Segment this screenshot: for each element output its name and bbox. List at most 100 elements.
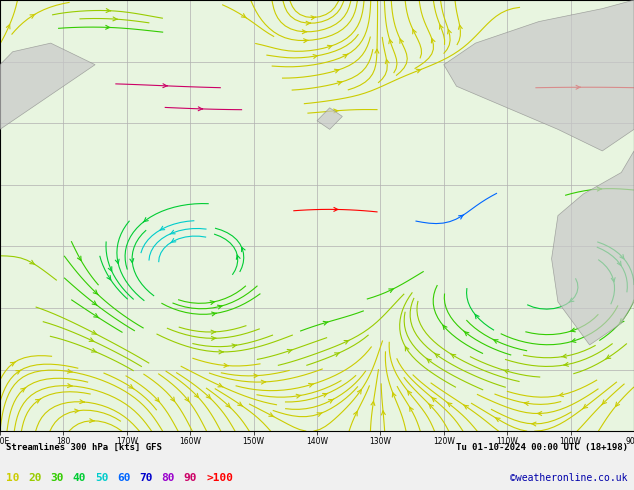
FancyArrowPatch shape [313, 54, 318, 58]
FancyArrowPatch shape [431, 397, 436, 402]
FancyArrowPatch shape [431, 39, 435, 43]
FancyArrowPatch shape [611, 278, 615, 282]
FancyArrowPatch shape [583, 404, 588, 409]
FancyArrowPatch shape [434, 353, 439, 358]
Text: 90: 90 [184, 473, 197, 483]
FancyArrowPatch shape [218, 383, 223, 387]
FancyArrowPatch shape [375, 49, 379, 53]
Text: 20: 20 [29, 473, 42, 483]
FancyArrowPatch shape [129, 385, 134, 389]
FancyArrowPatch shape [385, 59, 389, 64]
Text: 80: 80 [162, 473, 175, 483]
FancyArrowPatch shape [16, 370, 21, 374]
FancyArrowPatch shape [410, 407, 413, 412]
FancyArrowPatch shape [226, 403, 231, 408]
FancyArrowPatch shape [6, 24, 10, 29]
FancyArrowPatch shape [113, 17, 117, 21]
FancyArrowPatch shape [261, 380, 266, 384]
Text: >100: >100 [206, 473, 233, 483]
FancyArrowPatch shape [304, 39, 308, 43]
Polygon shape [317, 108, 342, 129]
FancyArrowPatch shape [571, 339, 576, 343]
FancyArrowPatch shape [443, 325, 447, 330]
FancyArrowPatch shape [171, 239, 176, 243]
FancyArrowPatch shape [269, 413, 274, 417]
FancyArrowPatch shape [170, 230, 175, 234]
FancyArrowPatch shape [344, 340, 349, 344]
FancyArrowPatch shape [439, 25, 443, 29]
Text: 10: 10 [6, 473, 20, 483]
FancyArrowPatch shape [620, 254, 624, 259]
FancyArrowPatch shape [458, 215, 463, 219]
FancyArrowPatch shape [328, 399, 333, 403]
FancyArrowPatch shape [160, 226, 165, 230]
FancyArrowPatch shape [115, 259, 119, 264]
FancyArrowPatch shape [327, 45, 332, 49]
FancyArrowPatch shape [416, 69, 422, 73]
FancyArrowPatch shape [475, 315, 479, 319]
FancyArrowPatch shape [576, 85, 581, 89]
FancyArrowPatch shape [354, 412, 357, 416]
FancyArrowPatch shape [323, 393, 328, 397]
FancyArrowPatch shape [242, 247, 245, 252]
FancyArrowPatch shape [163, 84, 167, 88]
FancyArrowPatch shape [524, 402, 529, 406]
Text: Tu 01-10-2024 00:00 UTC (18+198): Tu 01-10-2024 00:00 UTC (18+198) [456, 443, 628, 452]
FancyArrowPatch shape [107, 275, 111, 280]
FancyArrowPatch shape [343, 54, 348, 58]
FancyArrowPatch shape [155, 397, 159, 402]
FancyArrowPatch shape [94, 314, 99, 318]
FancyArrowPatch shape [232, 344, 236, 348]
FancyArrowPatch shape [448, 29, 451, 34]
FancyArrowPatch shape [358, 390, 361, 394]
FancyArrowPatch shape [80, 400, 84, 404]
FancyArrowPatch shape [503, 369, 508, 373]
FancyArrowPatch shape [337, 81, 342, 85]
FancyArrowPatch shape [323, 321, 328, 325]
FancyArrowPatch shape [185, 397, 189, 401]
FancyArrowPatch shape [171, 397, 174, 401]
FancyArrowPatch shape [212, 337, 216, 341]
FancyArrowPatch shape [36, 399, 41, 403]
FancyArrowPatch shape [108, 267, 112, 271]
FancyArrowPatch shape [242, 14, 247, 18]
FancyArrowPatch shape [531, 422, 536, 426]
FancyArrowPatch shape [559, 393, 564, 396]
FancyArrowPatch shape [254, 374, 259, 378]
FancyArrowPatch shape [537, 412, 541, 416]
Polygon shape [552, 151, 634, 345]
Text: 30: 30 [51, 473, 64, 483]
FancyArrowPatch shape [106, 9, 111, 12]
FancyArrowPatch shape [238, 402, 243, 406]
Text: 50: 50 [95, 473, 108, 483]
Text: 40: 40 [73, 473, 86, 483]
FancyArrowPatch shape [426, 358, 431, 363]
FancyArrowPatch shape [334, 207, 339, 211]
FancyArrowPatch shape [30, 260, 35, 265]
FancyArrowPatch shape [392, 393, 396, 397]
FancyArrowPatch shape [92, 331, 97, 335]
FancyArrowPatch shape [306, 21, 311, 25]
FancyArrowPatch shape [451, 354, 456, 358]
FancyArrowPatch shape [67, 369, 72, 373]
FancyArrowPatch shape [210, 301, 215, 304]
FancyArrowPatch shape [219, 350, 223, 354]
FancyArrowPatch shape [309, 383, 314, 387]
FancyArrowPatch shape [67, 384, 72, 388]
Text: ©weatheronline.co.uk: ©weatheronline.co.uk [510, 473, 628, 483]
FancyArrowPatch shape [317, 413, 322, 416]
FancyArrowPatch shape [400, 39, 403, 44]
FancyArrowPatch shape [389, 289, 394, 293]
FancyArrowPatch shape [620, 318, 624, 323]
FancyArrowPatch shape [405, 346, 409, 351]
FancyArrowPatch shape [602, 400, 607, 405]
FancyArrowPatch shape [224, 364, 228, 368]
FancyArrowPatch shape [21, 388, 26, 392]
FancyArrowPatch shape [382, 411, 385, 415]
FancyArrowPatch shape [287, 349, 292, 353]
FancyArrowPatch shape [296, 394, 301, 398]
FancyArrowPatch shape [195, 393, 198, 397]
FancyArrowPatch shape [571, 328, 575, 332]
Polygon shape [0, 43, 95, 129]
FancyArrowPatch shape [92, 301, 97, 305]
